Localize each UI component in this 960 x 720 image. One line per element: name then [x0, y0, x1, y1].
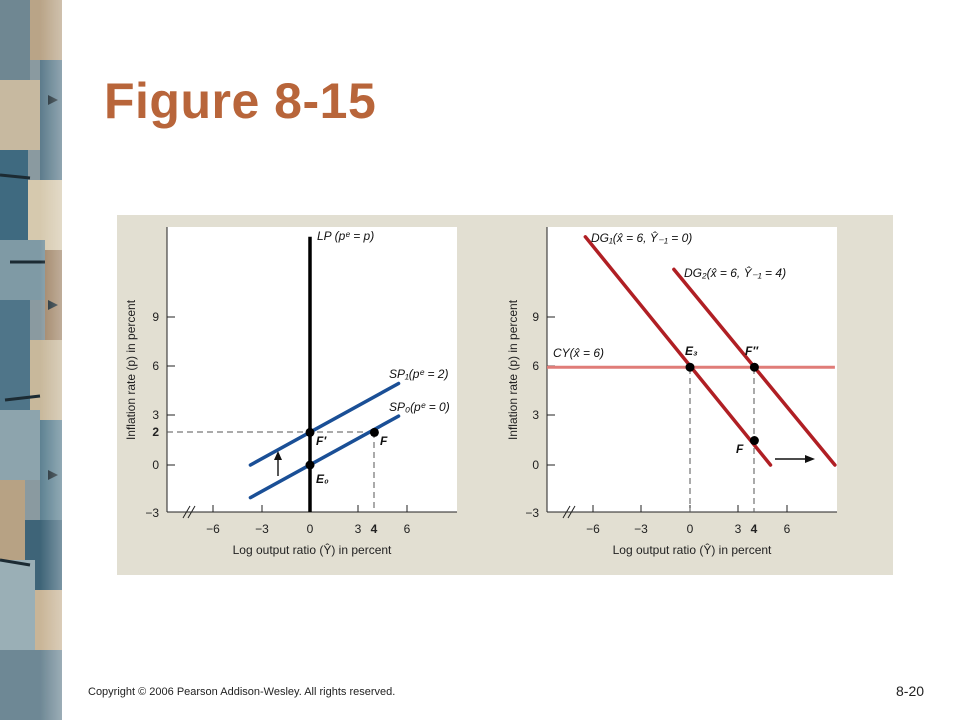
right-x-tick-label: 6	[784, 522, 791, 536]
dg1-label: DG₁(x̂ = 6, Ŷ₋₁ = 0)	[591, 230, 692, 245]
point-e0	[305, 460, 315, 470]
left-x-tick-label: 6	[404, 522, 411, 536]
right-x-tick-label: −3	[634, 522, 648, 536]
left-chart: 9 6 3 2 0 −3 −6 −3 0 3 4 6 Log output ra…	[124, 227, 457, 557]
right-y-tick-label: 0	[532, 458, 539, 472]
decorative-fade	[40, 0, 110, 720]
point-f	[369, 427, 379, 437]
point-e3-label: E₃	[685, 344, 698, 358]
right-x-tick-label: 0	[687, 522, 694, 536]
right-x-axis-break	[562, 505, 576, 519]
dg1-curve	[583, 235, 773, 467]
point-f-double-prime	[749, 362, 759, 372]
point-f-label: F	[380, 434, 388, 448]
right-y-tick-label: −3	[525, 506, 539, 520]
left-x-tick-label: −3	[255, 522, 269, 536]
copyright-notice: Copyright © 2006 Pearson Addison-Wesley.…	[88, 686, 396, 698]
left-y-tick-label: 2	[152, 425, 159, 439]
left-y-tick-label: 3	[152, 408, 159, 422]
left-y-tick-label: 0	[152, 458, 159, 472]
right-y-axis-label: Inflation rate (p) in percent	[506, 299, 520, 440]
right-x-axis-label: Log output ratio (Ŷ) in percent	[613, 542, 772, 557]
point-f-prime-label: F′	[316, 434, 327, 448]
lp-label: LP (pᵉ = p)	[317, 229, 374, 243]
point-e3	[685, 362, 695, 372]
left-x-tick-label: 3	[355, 522, 362, 536]
point-f-right-label: F	[736, 442, 744, 456]
shift-up-arrow	[274, 451, 282, 476]
right-x-tick-label: −6	[586, 522, 600, 536]
left-y-tick-label: −3	[145, 506, 159, 520]
left-x-tick-label: −6	[206, 522, 220, 536]
left-y-axis-label: Inflation rate (p) in percent	[124, 299, 138, 440]
shift-right-arrow	[775, 455, 815, 463]
left-x-tick-label: 4	[371, 522, 378, 536]
sp1-label: SP₁(pᵉ = 2)	[389, 367, 448, 381]
dg2-label: DG₂(x̂ = 6, Ŷ₋₁ = 4)	[684, 265, 786, 280]
right-y-tick-label: 3	[532, 408, 539, 422]
point-f-prime	[305, 427, 315, 437]
left-y-tick-label: 6	[152, 359, 159, 373]
right-y-tick-label: 6	[532, 359, 539, 373]
left-y-tick-label: 9	[152, 310, 159, 324]
left-x-axis-label: Log output ratio (Ŷ) in percent	[233, 542, 392, 557]
sp1-curve	[248, 381, 401, 467]
right-y-tick-label: 9	[532, 310, 539, 324]
slide-number: 8-20	[896, 683, 925, 699]
cy-label: CY(x̂ = 6)	[553, 346, 604, 360]
figure-panel: 9 6 3 2 0 −3 −6 −3 0 3 4 6 Log output ra…	[117, 215, 893, 575]
point-e0-label: E₀	[316, 472, 329, 486]
right-x-tick-label: 3	[735, 522, 742, 536]
right-x-tick-label: 4	[751, 522, 758, 536]
left-x-tick-label: 0	[307, 522, 314, 536]
slide-title: Figure 8-15	[104, 73, 377, 129]
point-f-double-prime-label: F″	[745, 344, 759, 358]
point-f-right	[749, 436, 759, 446]
left-x-axis-break	[182, 505, 196, 519]
sp0-label: SP₀(pᵉ = 0)	[389, 400, 450, 414]
right-chart: 9 6 3 0 −3 −6 −3 0 3 4 6 Log output rati…	[506, 227, 837, 557]
